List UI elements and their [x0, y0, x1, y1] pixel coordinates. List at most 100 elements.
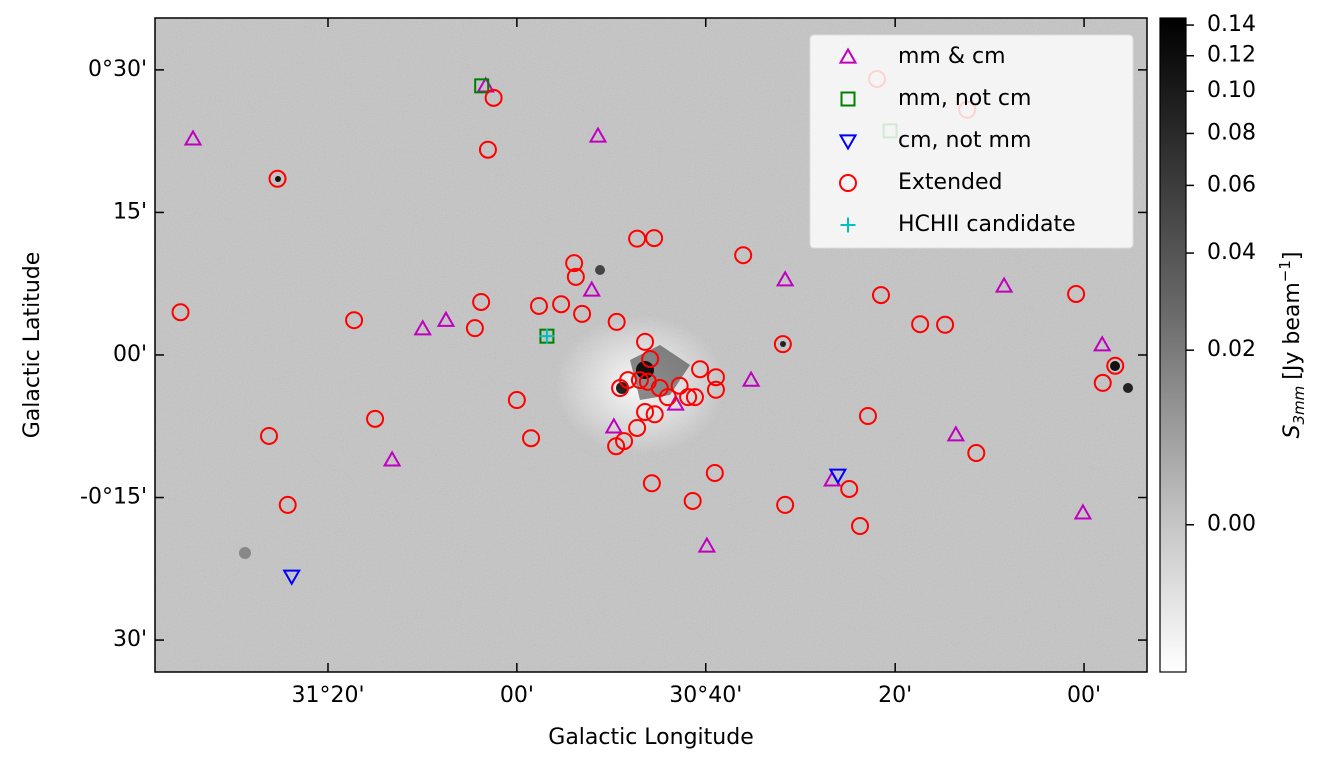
marker-triangle-up	[436, 310, 456, 327]
marker-circle	[706, 368, 725, 387]
colorbar-tick-label: 0.14	[1207, 12, 1256, 37]
y-tick-label: 0°30'	[88, 57, 147, 82]
x-tick-label: 00'	[500, 683, 534, 708]
marker-circle	[1106, 356, 1125, 375]
cb-subscript: 3mm	[1290, 386, 1308, 425]
marker-circle	[522, 429, 541, 448]
marker-circle	[507, 391, 526, 410]
marker-triangle-up	[382, 450, 402, 467]
marker-circle	[278, 495, 297, 514]
legend-marker	[839, 174, 857, 192]
marker-circle	[630, 371, 649, 390]
marker-circle	[734, 246, 753, 265]
legend-label: HCHII candidate	[898, 212, 1076, 237]
y-tick-label: 15'	[113, 199, 147, 224]
marker-circle	[871, 286, 890, 305]
marker-circle	[936, 315, 955, 334]
marker-circle	[260, 426, 279, 445]
marker-circle	[1067, 284, 1086, 303]
marker-circle	[705, 464, 724, 483]
marker-circle	[636, 332, 655, 351]
colorbar-tick-label: 0.08	[1207, 120, 1256, 145]
x-axis-title: Galactic Longitude	[548, 725, 753, 750]
marker-triangle-down	[282, 569, 301, 586]
marker-circle	[967, 444, 986, 463]
marker-circle	[641, 349, 660, 368]
colorbar-tick-label: 0.12	[1207, 43, 1256, 68]
marker-plus	[539, 328, 555, 344]
legend-label: mm & cm	[898, 44, 1006, 69]
marker-circle	[484, 88, 503, 107]
marker-circle	[573, 304, 592, 323]
cb-symbol: S	[1280, 424, 1305, 438]
y-tick-label: 00'	[113, 342, 147, 367]
marker-circle	[478, 140, 497, 159]
colorbar-label: S3mm [Jy beam−1]	[1276, 252, 1308, 439]
marker-circle	[628, 229, 647, 248]
colorbar-tick-label: 0.00	[1207, 512, 1256, 537]
marker-triangle-up	[994, 276, 1014, 293]
cb-close: ]	[1280, 252, 1305, 261]
y-axis-title: Galactic Latitude	[20, 252, 45, 439]
marker-triangle-up	[697, 536, 717, 553]
x-tick-label: 30°40'	[669, 683, 742, 708]
marker-circle	[685, 388, 704, 407]
x-tick-label: 00'	[1067, 683, 1101, 708]
marker-circle	[679, 388, 698, 407]
marker-triangle-down	[828, 468, 848, 485]
marker-circle	[619, 371, 638, 390]
marker-triangle-up	[775, 270, 795, 287]
legend-label: mm, not cm	[898, 86, 1031, 111]
marker-circle	[566, 267, 585, 286]
marker-circle	[851, 517, 870, 536]
x-tick-label: 20'	[878, 683, 912, 708]
marker-square	[474, 78, 490, 94]
marker-circle	[171, 303, 190, 322]
colorbar-tick-label: 0.06	[1207, 172, 1256, 197]
marker-circle	[636, 402, 655, 421]
legend-marker	[838, 134, 858, 151]
marker-circle	[472, 292, 491, 311]
marker-circle	[645, 229, 664, 248]
marker-circle	[268, 169, 287, 188]
colorbar-tick-label: 0.02	[1207, 337, 1256, 362]
legend-label: Extended	[898, 170, 1003, 195]
marker-circle	[607, 312, 626, 331]
marker-triangle-up	[1073, 503, 1093, 520]
marker-triangle-up	[604, 417, 624, 434]
legend-label: cm, not mm	[898, 128, 1031, 153]
marker-circle	[1093, 373, 1112, 392]
y-tick-label: 30'	[113, 627, 147, 652]
legend-marker	[838, 47, 858, 64]
marker-circle	[565, 254, 584, 273]
marker-circle	[658, 388, 677, 407]
cb-superscript: −1	[1276, 260, 1294, 282]
marker-triangle-up	[582, 280, 601, 297]
legend: mm & cm mm, not cm cm, not mm Extended HCHII…	[809, 34, 1134, 249]
marker-circle	[607, 437, 626, 456]
marker-circle	[776, 495, 795, 514]
y-tick-label: -0°15'	[80, 485, 147, 510]
colorbar-tick-label: 0.04	[1207, 240, 1256, 265]
marker-circle	[691, 360, 710, 379]
marker-circle	[345, 311, 364, 330]
marker-triangle-up	[946, 425, 966, 442]
marker-circle	[858, 406, 877, 425]
marker-circle	[670, 376, 689, 395]
marker-circle	[628, 418, 647, 437]
marker-circle	[645, 405, 664, 424]
marker-circle	[642, 474, 661, 493]
marker-triangle-up	[741, 370, 761, 387]
colorbar	[1159, 17, 1187, 673]
marker-triangle-up	[413, 319, 432, 336]
marker-triangle-up	[588, 126, 608, 143]
marker-circle	[552, 295, 571, 314]
marker-circle	[529, 296, 548, 315]
marker-triangle-up	[183, 129, 203, 146]
marker-circle	[706, 380, 725, 399]
marker-circle	[683, 491, 702, 510]
colorbar-tick-label: 0.10	[1207, 78, 1256, 103]
marker-triangle-up	[1092, 335, 1112, 352]
marker-circle	[465, 319, 484, 338]
